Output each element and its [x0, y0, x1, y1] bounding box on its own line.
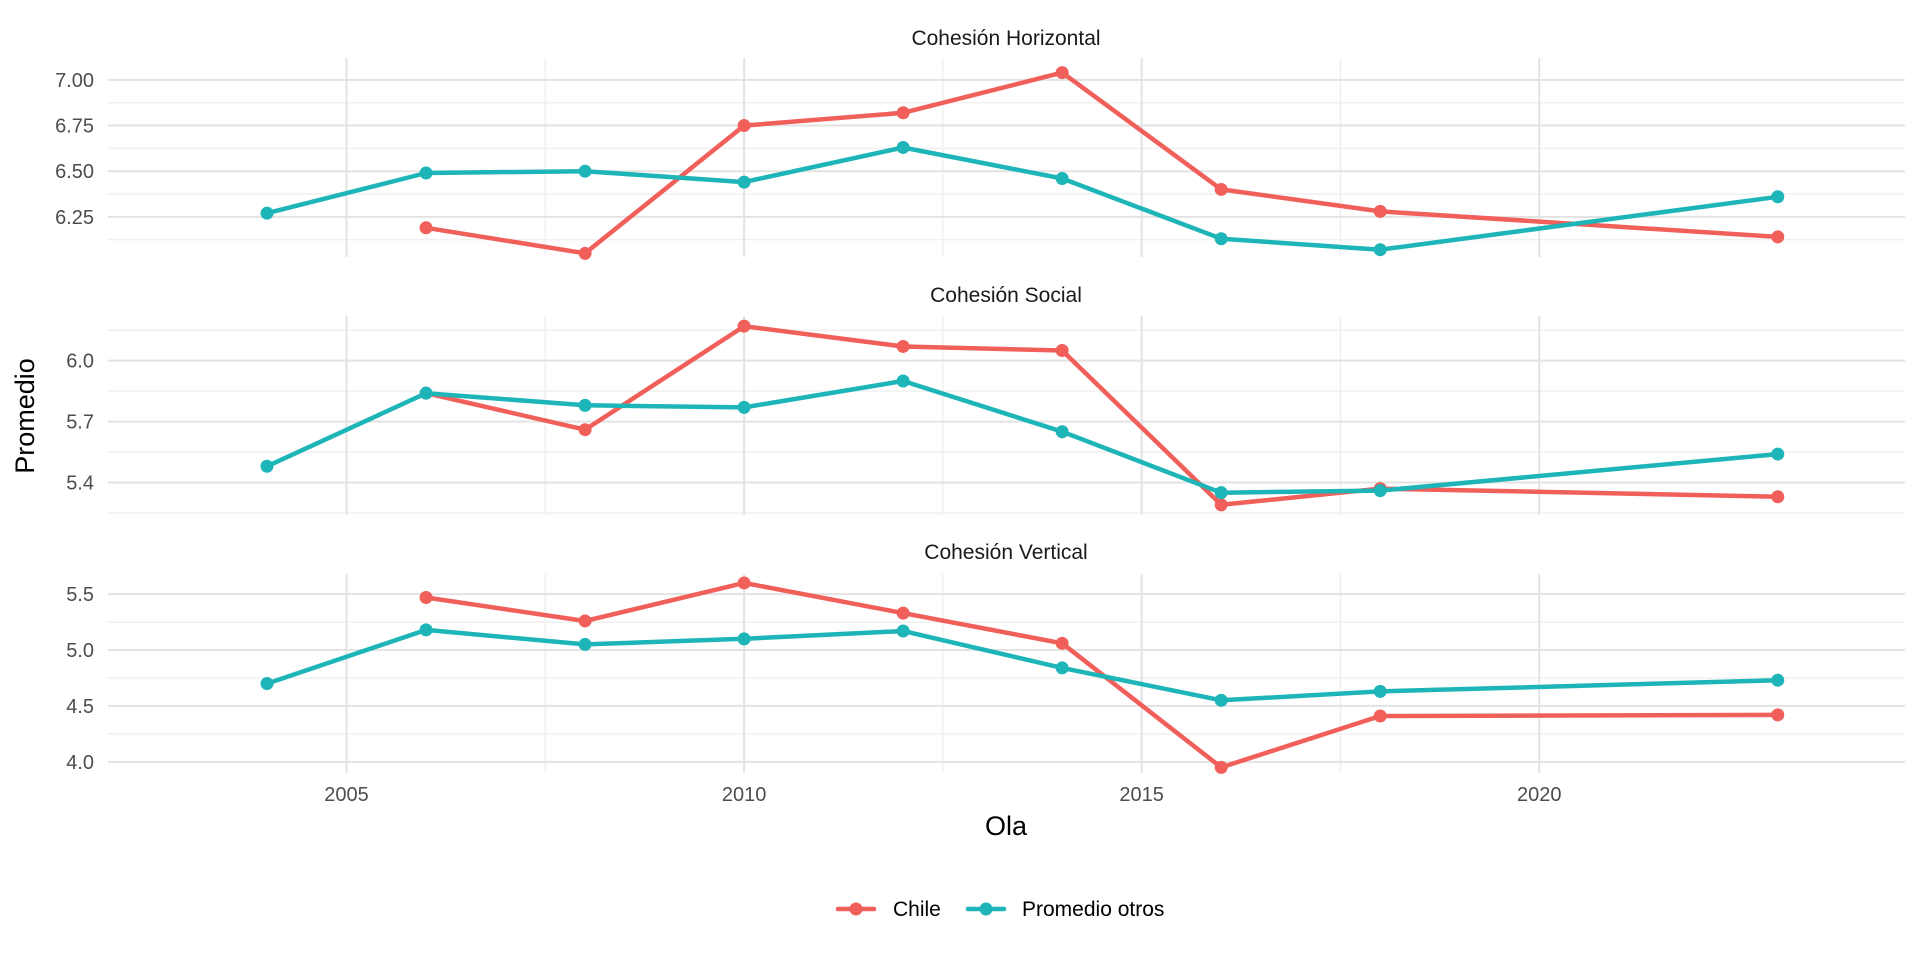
- x-axis: 2005 2010 2015 2020: [324, 784, 1561, 806]
- y-tick-label: 5.7: [66, 412, 94, 434]
- data-point: [896, 106, 910, 120]
- data-point: [578, 246, 592, 260]
- panel-title: Cohesión Social: [930, 284, 1082, 307]
- legend-item-promedio-otros: Promedio otros: [965, 898, 1164, 921]
- chart-panels: Cohesión Horizontal6.256.506.757.00Cohes…: [55, 27, 1905, 774]
- data-point: [1214, 232, 1228, 246]
- x-tick-label: 2015: [1119, 784, 1164, 806]
- data-point: [1771, 447, 1785, 461]
- y-tick-label: 5.0: [66, 640, 94, 662]
- y-tick-label: 6.50: [55, 161, 94, 183]
- x-tick-label: 2005: [324, 784, 369, 806]
- panel-2: Cohesión Social 5.4 5.7 6.0: [66, 284, 1905, 515]
- y-tick-label: 4.5: [66, 696, 94, 718]
- series-chile: [419, 576, 1785, 774]
- y-tick-label: 6.25: [55, 207, 94, 229]
- data-point: [578, 637, 592, 651]
- data-point: [1214, 486, 1228, 500]
- data-point: [578, 164, 592, 178]
- data-point: [578, 423, 592, 437]
- series-chile: [419, 66, 1785, 260]
- data-point: [1055, 425, 1069, 439]
- data-point: [1771, 708, 1785, 722]
- legend-marker: [849, 902, 863, 916]
- data-point: [260, 206, 274, 220]
- data-point: [1771, 490, 1785, 504]
- data-point: [1055, 66, 1069, 80]
- data-point: [1055, 344, 1069, 358]
- series-line: [264, 627, 1781, 703]
- data-point: [578, 398, 592, 412]
- legend-label: Chile: [893, 898, 941, 921]
- data-point: [1771, 230, 1785, 244]
- data-point: [1214, 498, 1228, 512]
- data-point: [419, 623, 433, 637]
- series-promedio-otros: [260, 374, 1785, 500]
- data-point: [419, 166, 433, 180]
- x-tick-label: 2020: [1517, 784, 1562, 806]
- data-point: [260, 459, 274, 473]
- x-tick-label: 2010: [722, 784, 767, 806]
- data-point: [260, 677, 274, 691]
- series-line: [423, 323, 1781, 508]
- series-promedio-otros: [260, 623, 1785, 707]
- data-point: [1055, 636, 1069, 650]
- data-point: [419, 386, 433, 400]
- panel-title: Cohesión Horizontal: [911, 27, 1100, 50]
- legend-label: Promedio otros: [1022, 898, 1164, 921]
- panel-title: Cohesión Vertical: [924, 541, 1087, 564]
- data-point: [1771, 673, 1785, 687]
- y-tick-label: 4.0: [66, 752, 94, 774]
- data-point: [419, 590, 433, 604]
- panel-3: Cohesión Vertical 4.0 4.5 5.0 5.5: [66, 541, 1905, 774]
- data-point: [1055, 171, 1069, 185]
- data-point: [737, 576, 751, 590]
- data-point: [896, 606, 910, 620]
- series-line: [423, 580, 1781, 770]
- legend-item-chile: Chile: [835, 898, 941, 921]
- y-axis-title: Promedio: [10, 358, 40, 474]
- data-point: [896, 624, 910, 638]
- legend: Chile Promedio otros: [835, 898, 1164, 921]
- series-line: [423, 70, 1781, 256]
- data-point: [737, 632, 751, 646]
- x-axis-title: Ola: [985, 811, 1028, 841]
- series-line: [264, 145, 1781, 252]
- data-point: [896, 140, 910, 154]
- data-point: [578, 614, 592, 628]
- legend-marker: [979, 902, 993, 916]
- data-point: [1373, 484, 1387, 498]
- y-tick-label: 6.75: [55, 116, 94, 138]
- data-point: [1214, 182, 1228, 196]
- data-point: [1373, 243, 1387, 257]
- series-line: [264, 378, 1781, 495]
- data-point: [737, 319, 751, 333]
- series-promedio-otros: [260, 140, 1785, 257]
- data-point: [1373, 204, 1387, 218]
- data-point: [896, 339, 910, 353]
- data-point: [1055, 661, 1069, 675]
- data-point: [737, 400, 751, 414]
- data-point: [737, 175, 751, 189]
- data-point: [737, 119, 751, 133]
- panel-1: Cohesión Horizontal 6.25 6.50 6.75 7.00: [55, 27, 1905, 260]
- data-point: [1214, 760, 1228, 774]
- data-point: [1771, 190, 1785, 204]
- data-point: [419, 221, 433, 235]
- y-tick-label: 5.5: [66, 584, 94, 606]
- data-point: [1373, 684, 1387, 698]
- data-point: [896, 374, 910, 388]
- data-point: [1214, 693, 1228, 707]
- y-tick-label: 7.00: [55, 70, 94, 92]
- y-tick-label: 5.4: [66, 473, 94, 495]
- data-point: [1373, 709, 1387, 723]
- y-tick-label: 6.0: [66, 351, 94, 373]
